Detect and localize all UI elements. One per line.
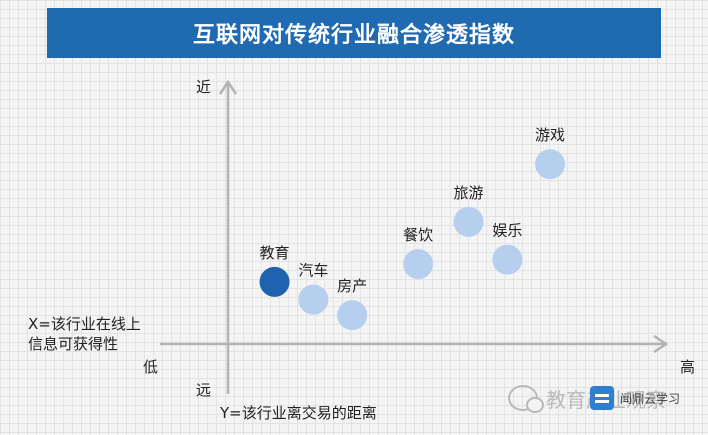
data-point-label: 旅游 xyxy=(454,184,484,202)
data-point-label: 娱乐 xyxy=(492,222,522,240)
y-axis-near-label: 近 xyxy=(196,78,212,96)
data-point-label: 教育 xyxy=(260,244,290,262)
x-axis-label-line-1: X=该行业在线上 xyxy=(28,315,141,333)
x-axis-arrow xyxy=(653,334,669,354)
x-axis-high-label: 高 xyxy=(680,358,696,376)
brand-logo-icon xyxy=(590,386,614,410)
data-point-label: 餐饮 xyxy=(403,226,433,244)
watermark-brand: 闻鼎云学习 xyxy=(620,392,681,406)
data-point-label: 汽车 xyxy=(298,262,328,280)
data-point xyxy=(492,244,523,275)
axes xyxy=(160,79,669,394)
data-point xyxy=(298,284,329,315)
y-axis-arrow xyxy=(218,79,238,95)
data-point xyxy=(337,300,368,331)
chart-title: 互联网对传统行业融合渗透指数 xyxy=(47,8,661,58)
x-axis-label-line-2: 信息可获得性 xyxy=(28,335,119,353)
data-point xyxy=(259,266,290,297)
y-axis-label: Y=该行业离交易的距离 xyxy=(220,404,377,422)
data-point-label: 房产 xyxy=(337,277,367,295)
data-point xyxy=(535,149,566,180)
data-point-label: 游戏 xyxy=(535,126,565,144)
x-axis-label: X=该行业在线上 信息可获得性 xyxy=(28,314,141,354)
wechat-icon xyxy=(508,385,544,413)
data-point xyxy=(453,206,484,237)
x-axis-low-label: 低 xyxy=(143,358,159,376)
data-point xyxy=(403,249,434,280)
y-axis-far-label: 远 xyxy=(196,381,212,399)
